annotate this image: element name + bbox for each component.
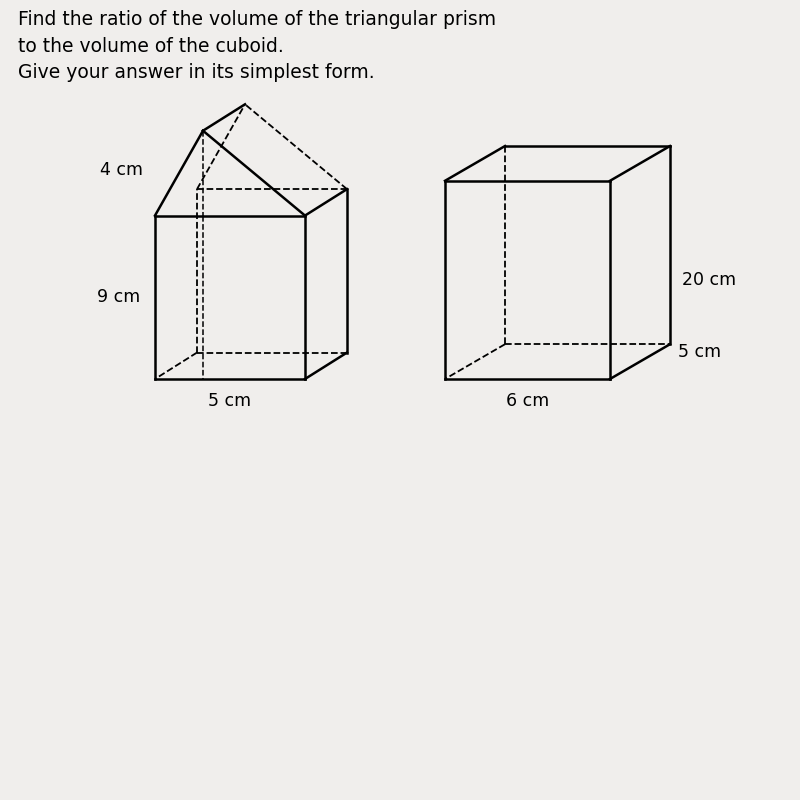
Text: 6 cm: 6 cm bbox=[506, 391, 549, 410]
Text: 4 cm: 4 cm bbox=[100, 161, 143, 178]
Text: 20 cm: 20 cm bbox=[682, 271, 736, 289]
Text: Give your answer in its simplest form.: Give your answer in its simplest form. bbox=[18, 62, 374, 82]
Text: 5 cm: 5 cm bbox=[678, 343, 721, 361]
Text: 9 cm: 9 cm bbox=[97, 288, 140, 306]
Text: Find the ratio of the volume of the triangular prism: Find the ratio of the volume of the tria… bbox=[18, 10, 496, 30]
Text: 5 cm: 5 cm bbox=[209, 391, 251, 410]
Text: to the volume of the cuboid.: to the volume of the cuboid. bbox=[18, 37, 284, 56]
